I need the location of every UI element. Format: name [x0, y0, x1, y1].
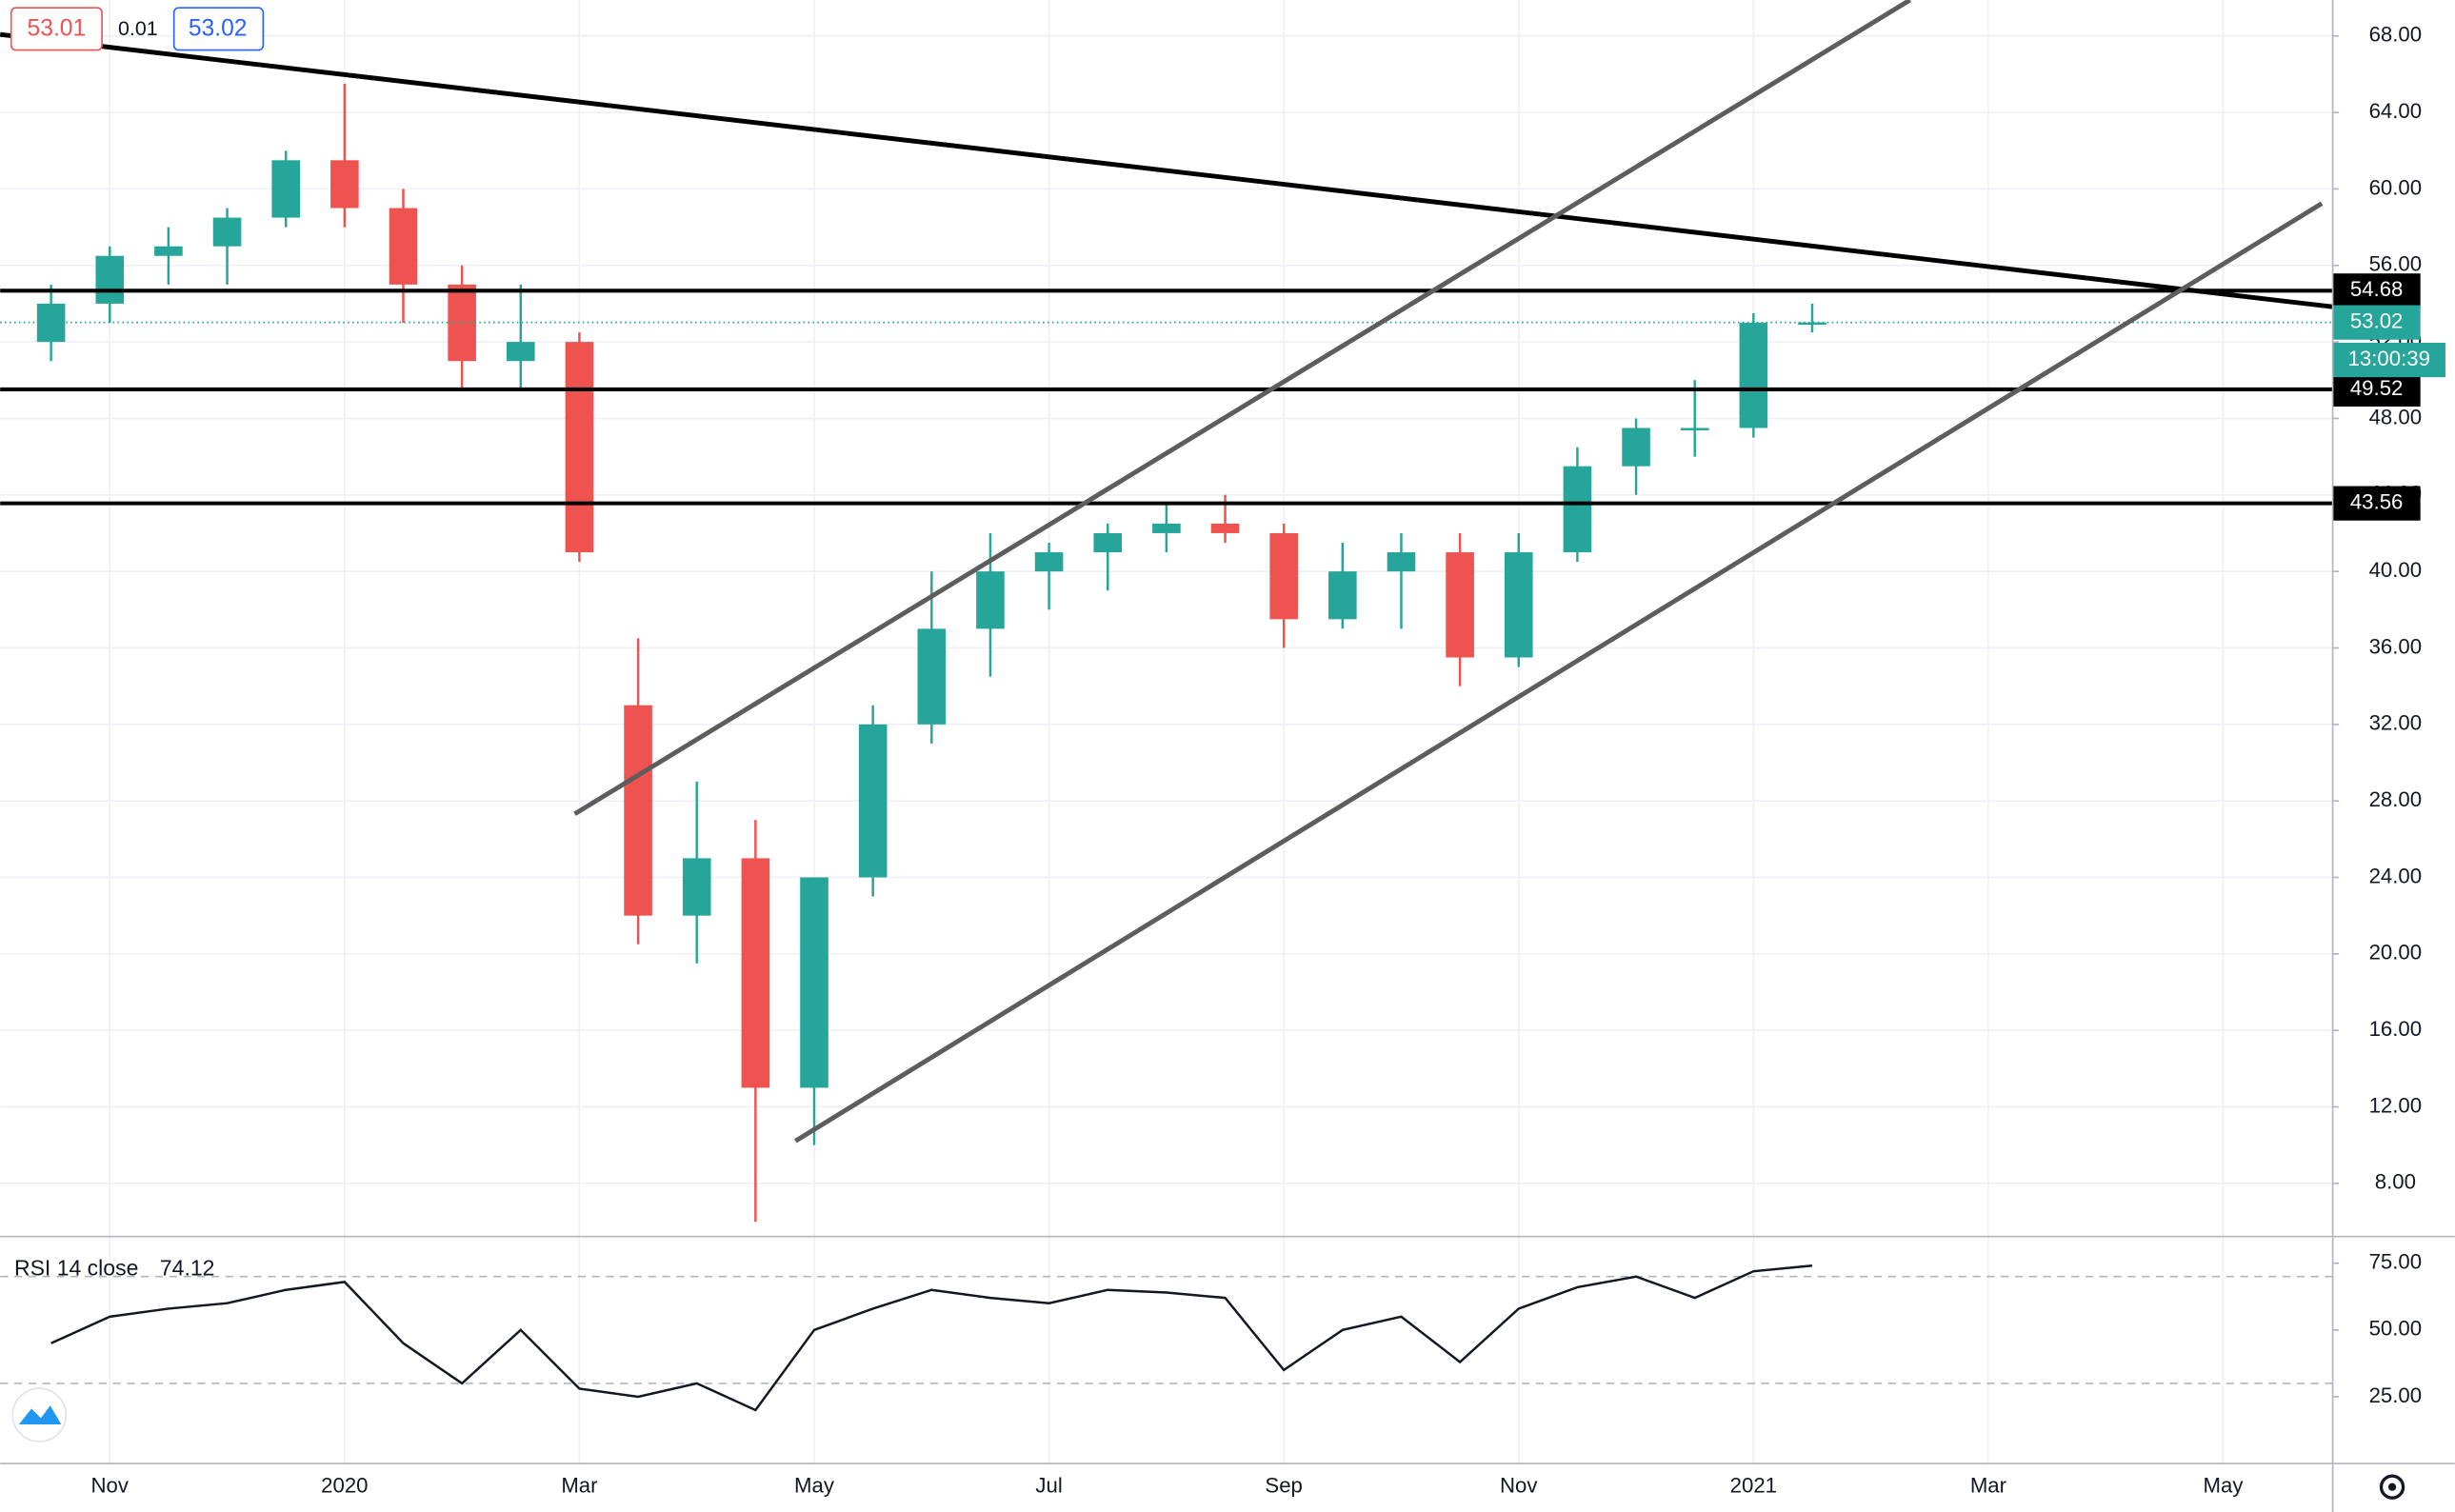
channel-line	[793, 201, 2324, 1144]
candle-body	[1622, 428, 1650, 467]
level-label-box	[2332, 371, 2421, 408]
settings-icon[interactable]	[2379, 1474, 2405, 1500]
logo[interactable]	[11, 1387, 68, 1442]
candle-body	[1034, 552, 1064, 572]
candle-body	[682, 858, 711, 916]
candle-body	[1387, 552, 1416, 572]
y-tick-label: 68.00	[2369, 23, 2423, 47]
x-tick-label: Mar	[1970, 1474, 2007, 1498]
settings-icon-center	[2387, 1482, 2397, 1491]
y-tick-label: 36.00	[2369, 634, 2423, 658]
candle-body	[1504, 552, 1533, 658]
level-label: 49.52	[2350, 376, 2404, 400]
y-tick-label: 20.00	[2369, 941, 2423, 965]
candle-body	[1739, 323, 1768, 428]
candle-body	[1328, 571, 1357, 620]
x-tick-label: 2020	[321, 1474, 368, 1498]
candle-body	[1680, 428, 1709, 430]
y-tick-label: 75.00	[2369, 1250, 2423, 1274]
indicator-value: 74.12	[160, 1255, 215, 1280]
candle-body	[154, 246, 183, 256]
candle-body	[95, 255, 125, 304]
x-tick-label: Sep	[1265, 1474, 1302, 1498]
y-tick-label: 64.00	[2369, 99, 2423, 123]
sell-box[interactable]	[10, 7, 103, 51]
candle-body	[1269, 532, 1298, 620]
candle-body	[1152, 523, 1181, 533]
level-label-box	[2332, 273, 2421, 308]
x-tick-label: May	[794, 1474, 835, 1498]
channel-line	[573, 0, 1912, 816]
level-label: 54.68	[2350, 277, 2404, 301]
countdown-label: 13:00:39	[2348, 347, 2430, 370]
candle-body	[1093, 532, 1123, 553]
y-tick-label: 25.00	[2369, 1383, 2423, 1407]
x-tick-label: Nov	[1500, 1474, 1538, 1498]
labels: Nov 2020 Mar May Jul Sep Nov 2021 Mar May 8.00 12.0…	[91, 23, 2445, 1498]
candle-body	[1210, 523, 1240, 533]
logo-icon	[18, 1405, 62, 1424]
trend-line	[0, 31, 2333, 309]
candle-body	[917, 628, 947, 725]
indicator-title: RSI 14 close	[14, 1255, 138, 1280]
rsi-line	[50, 1264, 1813, 1412]
candle-body	[36, 303, 66, 343]
x-tick-label: Mar	[561, 1474, 598, 1498]
buy-price: 53.02	[189, 16, 248, 42]
y-tick-label: 40.00	[2369, 558, 2423, 582]
y-tick-label: 32.00	[2369, 711, 2423, 735]
level-label-box	[2332, 486, 2421, 521]
candle-body	[212, 217, 242, 247]
y-tick-label: 50.00	[2369, 1317, 2423, 1341]
candle-body	[800, 877, 828, 1088]
y-tick-label: 8.00	[2375, 1170, 2416, 1194]
level-label: 43.56	[2350, 489, 2404, 513]
y-tick-label: 48.00	[2369, 405, 2423, 428]
last-price-box	[2332, 305, 2421, 340]
countdown-box	[2332, 342, 2445, 378]
x-tick-label: May	[2204, 1474, 2245, 1498]
candle-body	[1798, 322, 1826, 326]
candle-body	[565, 342, 594, 553]
candle-body	[389, 208, 418, 285]
y-tick-label: 60.00	[2369, 175, 2423, 199]
candle-body	[858, 724, 888, 878]
y-tick-label: 16.00	[2369, 1017, 2423, 1041]
spread: 0.01	[118, 17, 158, 40]
grid	[0, 0, 2333, 1464]
x-tick-label: Nov	[91, 1474, 130, 1498]
y-tick-label: 56.00	[2369, 252, 2423, 276]
y-tick-label: 24.00	[2369, 864, 2423, 887]
buy-box[interactable]	[172, 7, 265, 51]
plot	[0, 83, 2333, 1412]
last-price-label: 53.02	[2350, 308, 2404, 332]
sell-price: 53.01	[28, 16, 87, 42]
x-tick-label: Jul	[1035, 1474, 1062, 1498]
x-tick-label: 2021	[1730, 1474, 1777, 1498]
candle-body	[330, 160, 359, 209]
y-tick-label: 28.00	[2369, 787, 2423, 811]
y-tick-label: 12.00	[2369, 1093, 2423, 1117]
candle-body	[976, 571, 1005, 629]
candle-body	[624, 705, 652, 916]
candle-body	[271, 160, 300, 218]
candle-body	[741, 858, 770, 1088]
candle-body	[506, 342, 535, 362]
candle-body	[1563, 466, 1592, 553]
candle-body	[1446, 552, 1474, 658]
